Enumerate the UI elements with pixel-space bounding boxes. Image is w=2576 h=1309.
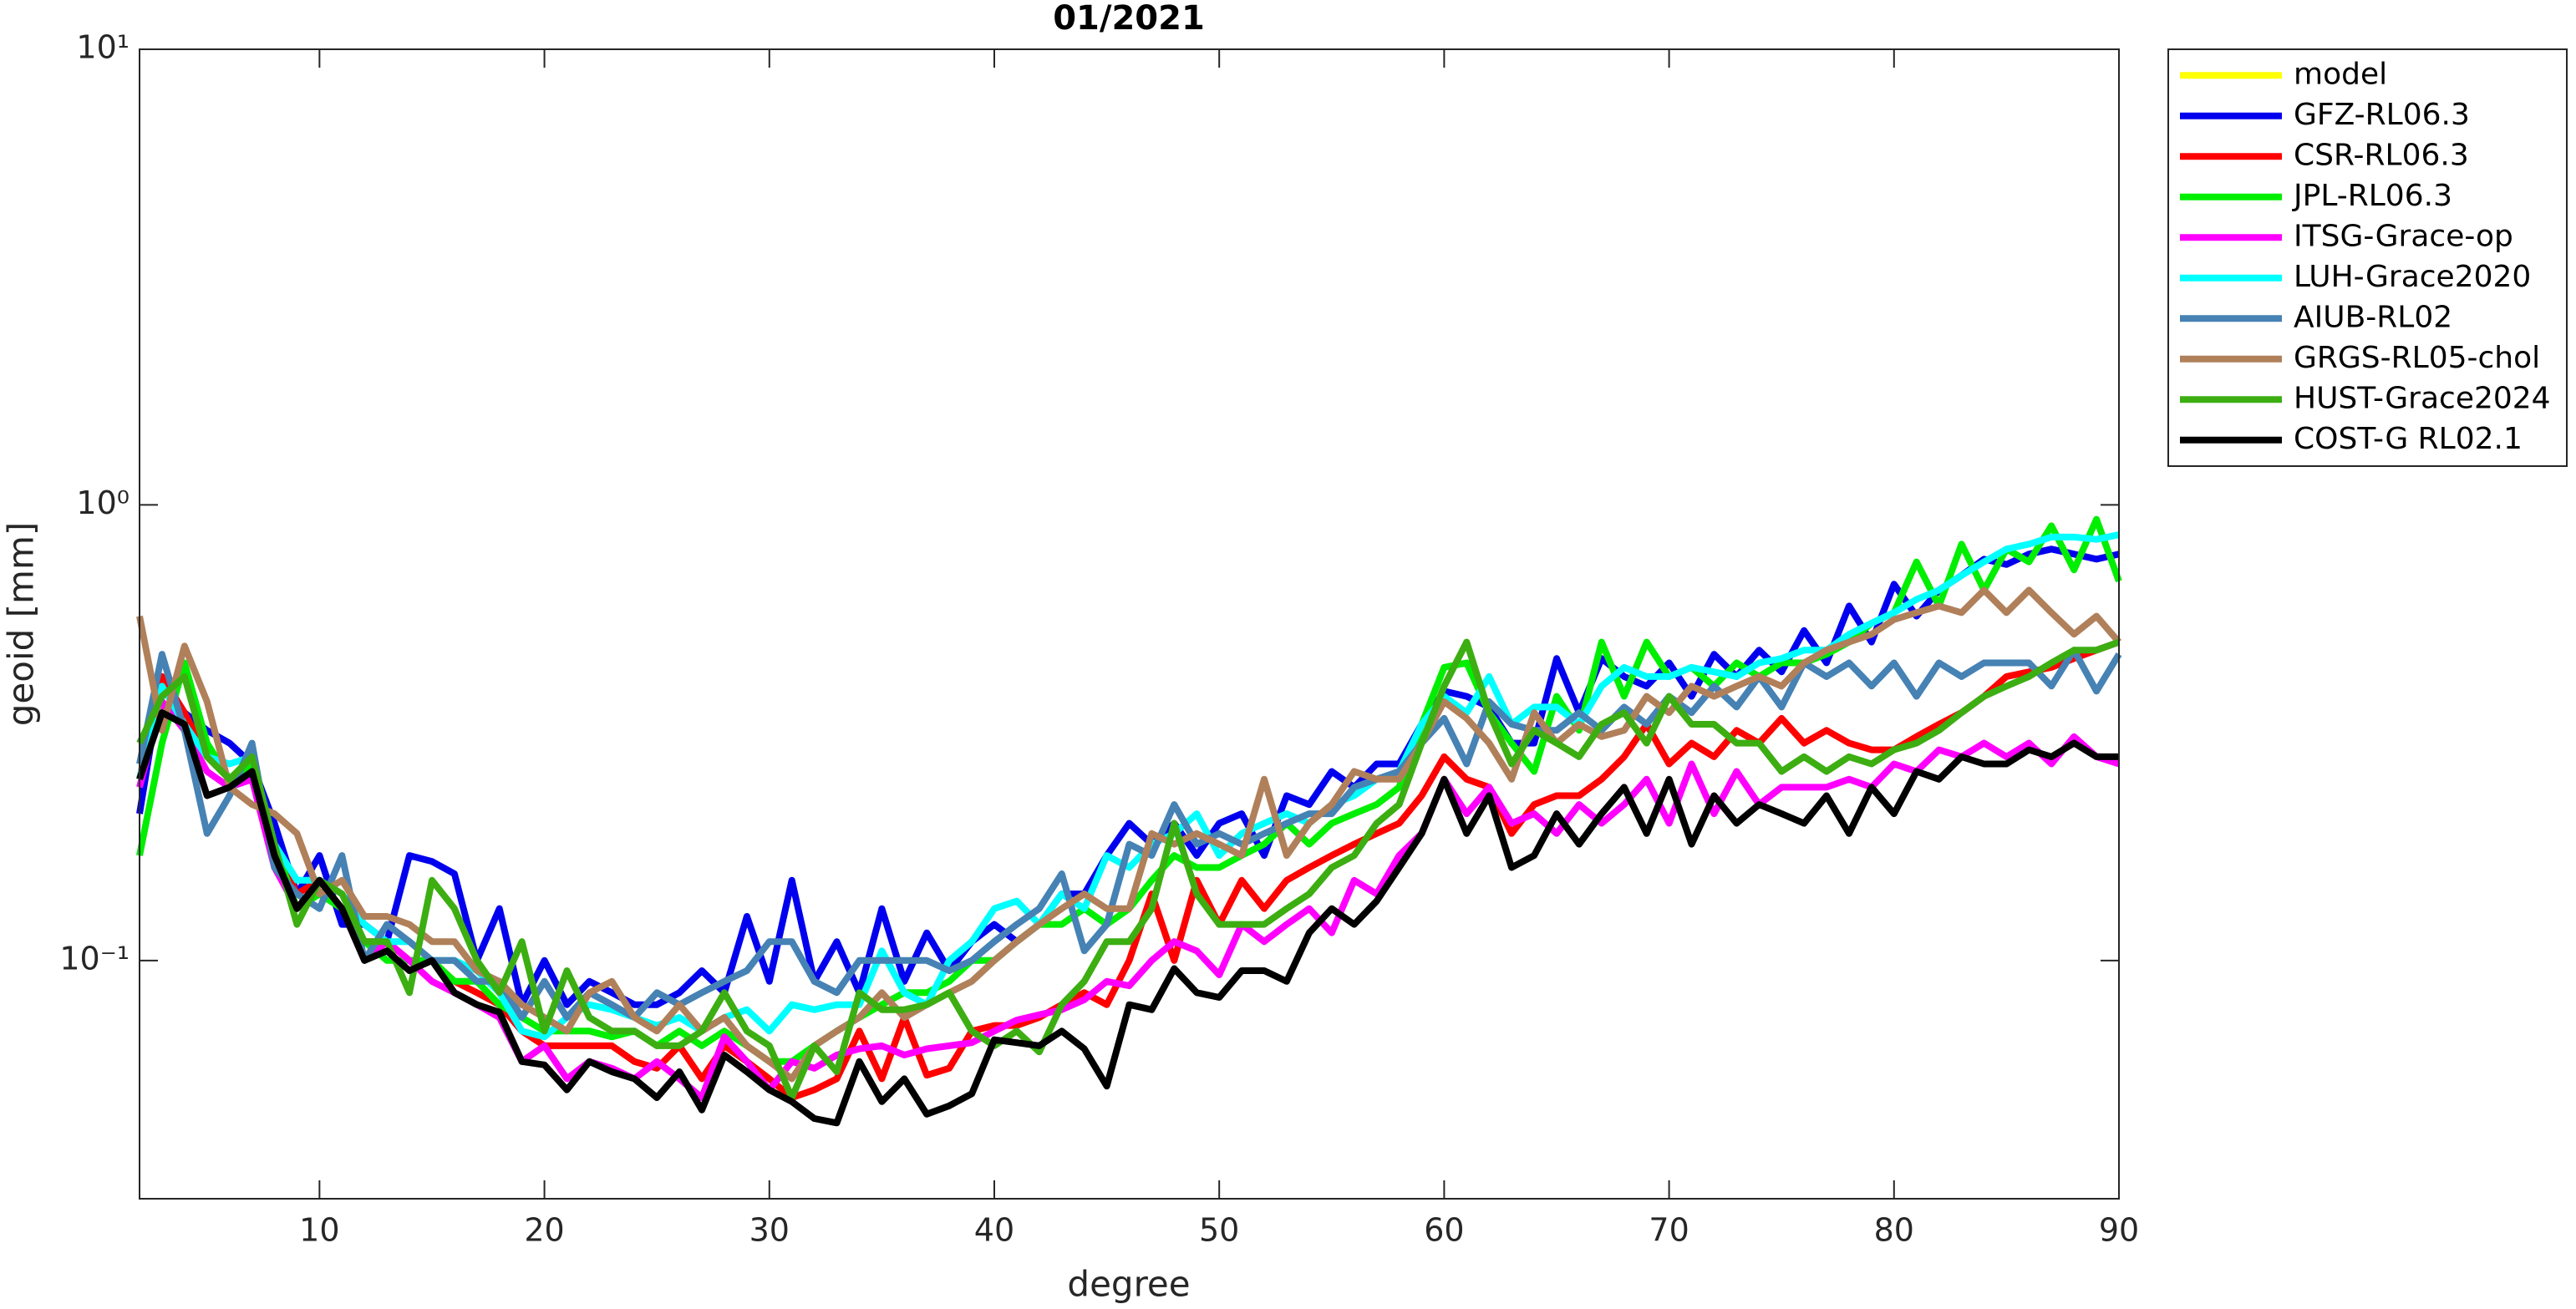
plot-area bbox=[140, 49, 2119, 1199]
x-tick-label: 60 bbox=[1424, 1212, 1464, 1249]
chart-title: 01/2021 bbox=[1053, 0, 1205, 38]
series-line bbox=[136, 586, 2122, 1083]
x-tick-label: 10 bbox=[299, 1212, 339, 1249]
x-tick-label: 40 bbox=[974, 1212, 1014, 1249]
legend-label: GRGS-RL05-chol bbox=[2294, 341, 2540, 375]
x-tick-label: 90 bbox=[2099, 1212, 2139, 1249]
x-tick-label: 80 bbox=[1874, 1212, 1914, 1249]
series-line bbox=[136, 638, 2121, 1101]
x-tick-label: 70 bbox=[1649, 1212, 1689, 1249]
series-line bbox=[136, 709, 2119, 1127]
legend-label: AIUB-RL02 bbox=[2294, 300, 2452, 334]
axes-box bbox=[139, 48, 2120, 1200]
y-tick-label: 10¹ bbox=[76, 29, 130, 66]
x-axis-label: degree bbox=[1067, 1264, 1190, 1305]
legend-label: HUST-Grace2024 bbox=[2294, 381, 2551, 415]
legend-label: CSR-RL06.3 bbox=[2294, 138, 2469, 172]
y-axis-label: geoid [mm] bbox=[1, 522, 42, 726]
legend-label: model bbox=[2294, 57, 2387, 91]
legend-label: GFZ-RL06.3 bbox=[2294, 98, 2470, 132]
y-tick-label: 10⁻¹ bbox=[59, 940, 130, 977]
legend-label: ITSG-Grace-op bbox=[2294, 219, 2513, 253]
x-tick-label: 20 bbox=[524, 1212, 564, 1249]
series-line bbox=[136, 638, 2121, 1101]
legend-label: JPL-RL06.3 bbox=[2292, 179, 2452, 213]
x-tick-label: 30 bbox=[749, 1212, 790, 1249]
y-tick-label: 10⁰ bbox=[76, 485, 130, 521]
series-line bbox=[136, 531, 2120, 1041]
series-line bbox=[136, 647, 2122, 1021]
legend-label: COST-G RL02.1 bbox=[2294, 422, 2523, 456]
x-tick-label: 50 bbox=[1199, 1212, 1239, 1249]
legend: model GFZ-RL06.3 CSR-RL06.3 JPL-RL06.3 ITSG-… bbox=[2167, 48, 2568, 467]
legend-label: LUH-Grace2020 bbox=[2294, 260, 2531, 294]
